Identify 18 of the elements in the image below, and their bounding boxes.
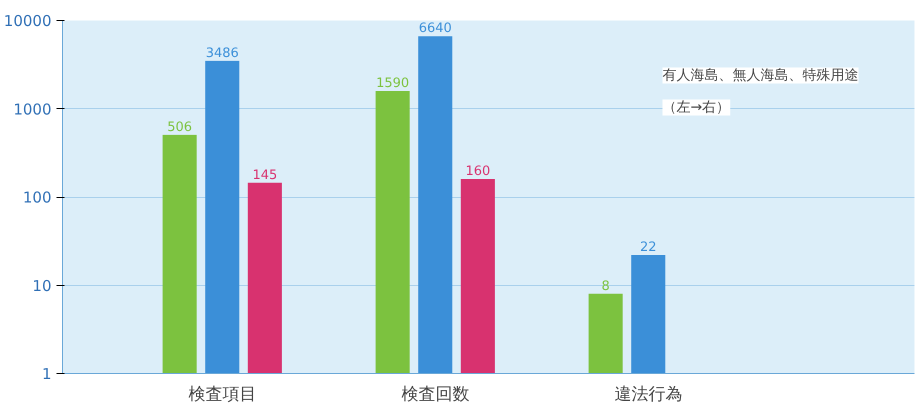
y-tick-label: 10000 (4, 12, 52, 30)
y-tick-label: 100 (22, 188, 52, 206)
annotation: （左→右） (662, 100, 730, 116)
x-tick-label: 違法行為 (614, 384, 682, 404)
x-tick-label: 検査回数 (401, 384, 470, 404)
y-tick-label: 10 (32, 276, 52, 295)
x-tick-label: 検査項目 (188, 384, 256, 404)
data-label: 506 (167, 120, 192, 135)
y-tick-label: 1000 (13, 100, 52, 118)
data-label: 6640 (418, 21, 452, 36)
data-label: 8 (602, 278, 610, 294)
data-label: 22 (640, 240, 657, 256)
data-label: 145 (252, 168, 278, 183)
data-label: 160 (465, 164, 490, 179)
data-label: 3486 (206, 46, 239, 61)
y-tick-label: 1 (42, 365, 52, 383)
data-label: 1590 (376, 76, 410, 91)
annotation: 有人海島、無人海島、特殊用途 (662, 68, 858, 84)
